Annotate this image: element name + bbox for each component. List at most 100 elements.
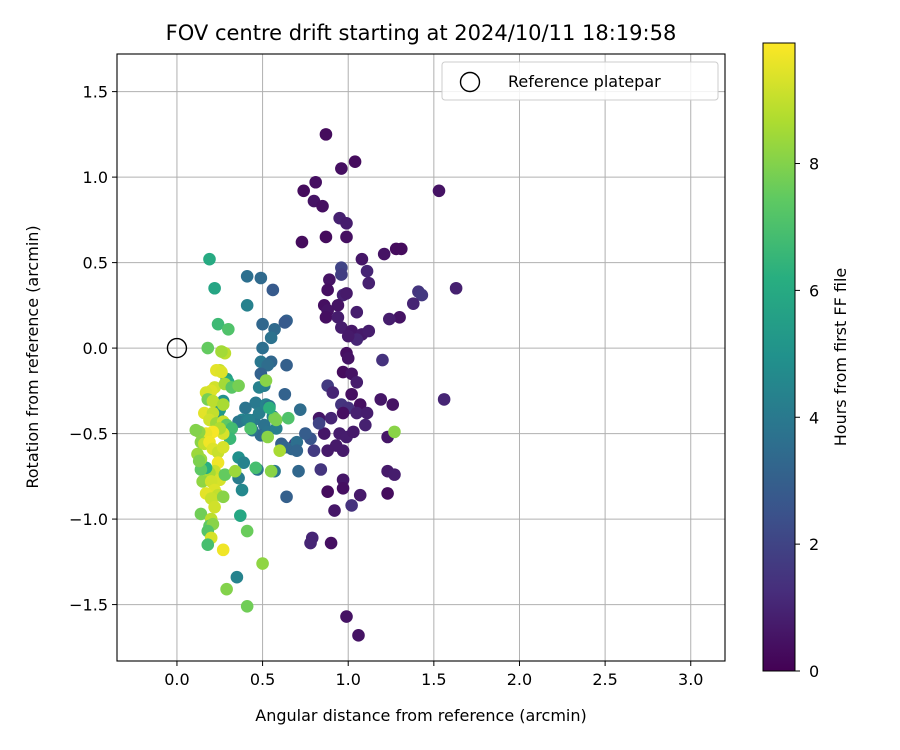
data-point (362, 324, 376, 338)
data-point (201, 341, 215, 355)
data-point (345, 387, 358, 401)
data-point (331, 299, 345, 312)
data-point (335, 321, 348, 334)
y-tick-label: 0.0 (83, 339, 108, 358)
data-point (321, 283, 334, 297)
data-point (208, 281, 221, 295)
data-point (360, 264, 374, 278)
y-tick-label: 1.0 (83, 168, 108, 187)
data-point (220, 582, 233, 596)
data-point (319, 128, 333, 141)
colorbar-label: Hours from first FF file (831, 268, 850, 447)
data-point (240, 299, 254, 312)
data-point (218, 468, 232, 481)
data-point (328, 504, 341, 517)
data-point (299, 427, 312, 440)
data-point (388, 468, 401, 481)
data-point (264, 331, 278, 345)
data-point (273, 444, 287, 457)
data-point (374, 393, 388, 406)
data-point (314, 463, 328, 476)
data-point (432, 184, 446, 198)
data-point (319, 311, 333, 324)
colorbar-tick-label: 2 (809, 535, 819, 554)
data-point (189, 423, 203, 437)
x-axis-label: Angular distance from reference (arcmin) (255, 706, 586, 725)
data-point (293, 403, 307, 416)
legend-marker-open-circle (459, 71, 481, 93)
data-point (383, 312, 396, 326)
data-point (341, 329, 355, 343)
data-point (252, 406, 266, 420)
data-point (406, 297, 420, 310)
data-point (261, 430, 275, 444)
data-points (189, 128, 463, 642)
data-point (319, 230, 333, 244)
y-tick-label: −1.5 (69, 596, 108, 615)
data-point (215, 345, 228, 358)
data-point (216, 490, 230, 504)
colorbar-tick-label: 4 (809, 408, 819, 427)
data-point (341, 352, 355, 365)
data-point (347, 425, 360, 439)
data-point (353, 488, 367, 502)
data-point (393, 311, 406, 324)
y-tick-label: −1.0 (69, 510, 108, 529)
y-tick-label: 0.5 (83, 254, 108, 273)
chart-title: FOV centre drift starting at 2024/10/11 … (166, 21, 677, 45)
data-point (362, 276, 376, 290)
data-point (415, 288, 429, 302)
data-point (336, 406, 350, 420)
colorbar-tick-label: 6 (809, 281, 819, 300)
data-point (234, 509, 247, 522)
data-point (215, 365, 228, 379)
data-point (449, 281, 463, 295)
legend-box (441, 61, 719, 101)
data-point (216, 543, 230, 557)
data-point (278, 316, 292, 329)
data-point (264, 464, 278, 478)
data-point (239, 401, 252, 415)
data-point (249, 461, 263, 475)
data-point (345, 499, 358, 512)
data-point (307, 444, 321, 457)
data-point (350, 406, 364, 420)
data-point (321, 444, 334, 457)
data-point (256, 341, 269, 355)
data-point (211, 317, 225, 331)
data-point (235, 483, 249, 497)
data-point (192, 454, 206, 468)
data-point (350, 305, 364, 319)
data-point (340, 610, 353, 623)
data-point (350, 375, 364, 389)
data-point (222, 322, 235, 336)
data-point (194, 507, 208, 521)
colorbar-ticks: 0 2 4 6 8 (795, 155, 819, 681)
x-tick-label: 0.0 (164, 670, 189, 689)
data-point (240, 269, 254, 283)
data-point (335, 268, 348, 281)
data-point (360, 406, 374, 420)
grid-lines (117, 54, 725, 661)
data-point (381, 487, 394, 500)
data-point (324, 536, 338, 550)
data-point (355, 252, 369, 266)
x-tick-label: 0.5 (250, 670, 275, 689)
data-point (340, 216, 353, 230)
data-point (269, 413, 283, 427)
data-point (340, 287, 353, 300)
data-point (240, 599, 254, 613)
data-point (203, 252, 216, 266)
x-tick-label: 2.5 (592, 670, 617, 689)
data-point (317, 427, 331, 440)
y-axis-ticks: −1.5 −1.0 −0.5 0.0 0.5 1.0 1.5 (69, 83, 117, 615)
data-point (232, 379, 245, 393)
data-point (359, 418, 372, 432)
reference-platepar-marker (166, 337, 188, 359)
data-point (316, 199, 329, 213)
x-tick-label: 3.0 (678, 670, 703, 689)
data-point (304, 536, 317, 550)
data-point (256, 557, 269, 570)
data-point (437, 393, 451, 406)
